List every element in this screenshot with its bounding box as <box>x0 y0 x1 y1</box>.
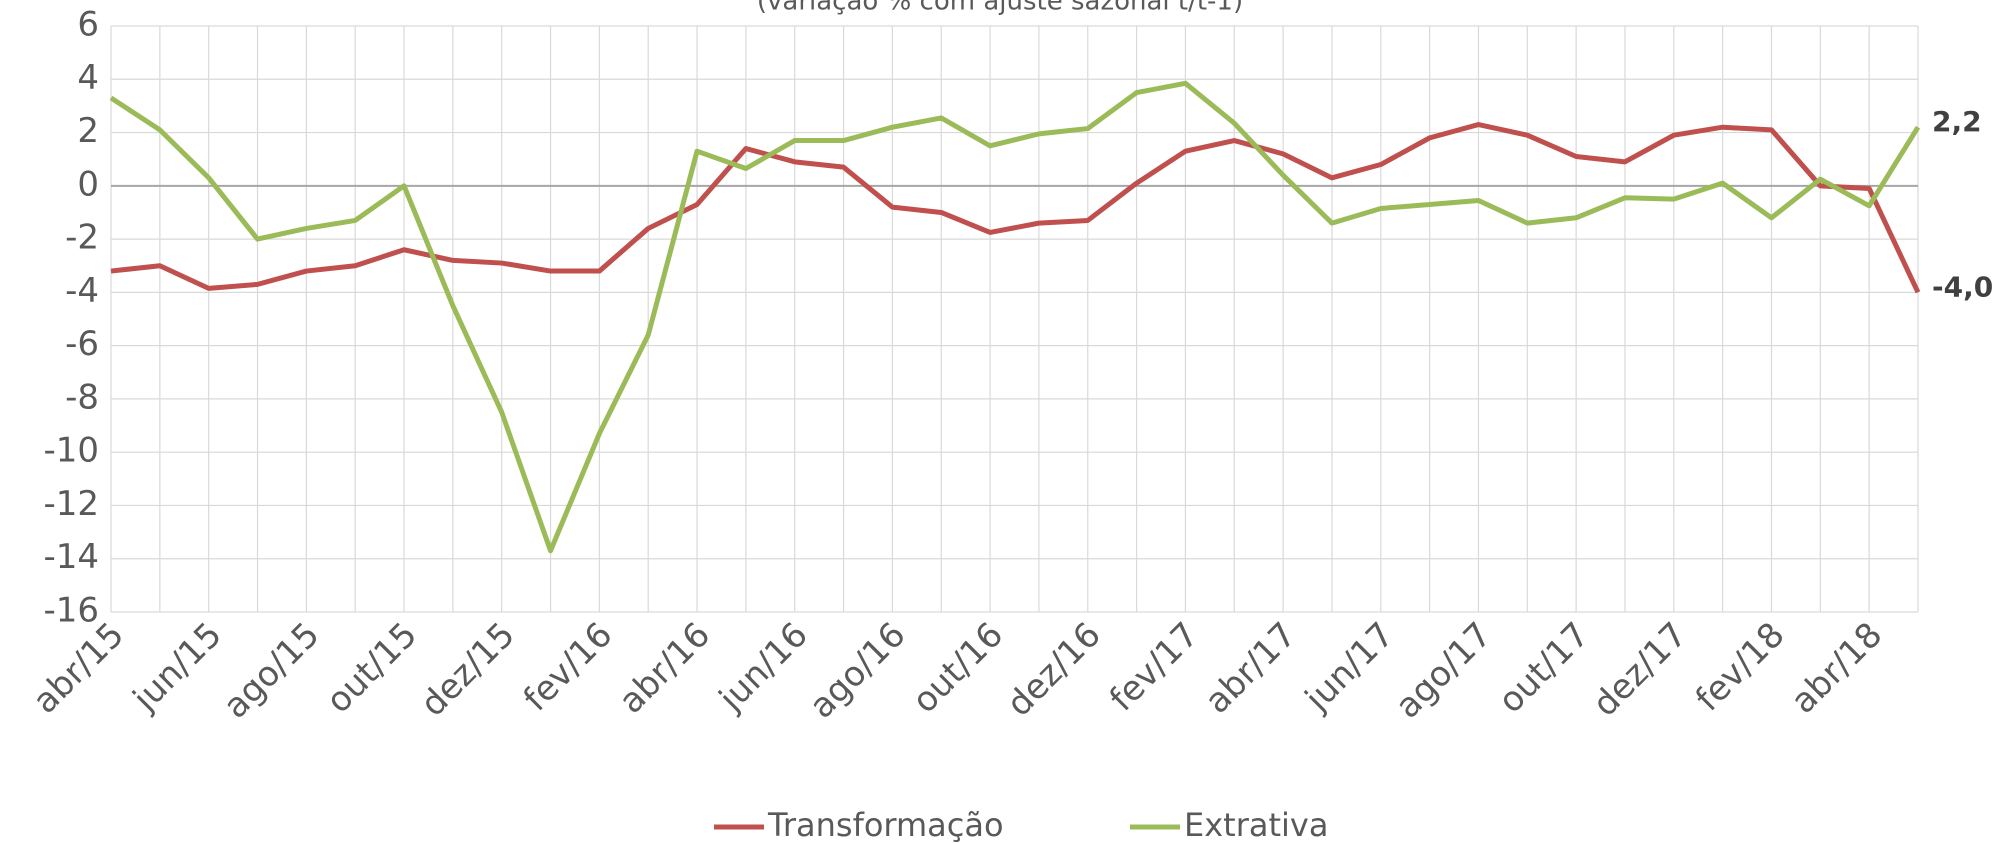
legend-label: Transformação <box>767 806 1004 843</box>
y-tick-label: 6 <box>77 5 99 45</box>
y-tick-label: -12 <box>43 484 99 524</box>
x-tick-label: jun/15 <box>125 615 230 720</box>
x-tick-label: out/16 <box>905 615 1011 721</box>
y-tick-label: -10 <box>43 431 99 471</box>
x-tick-label: out/15 <box>319 615 425 721</box>
y-tick-label: 4 <box>77 58 99 98</box>
x-tick-label: abr/18 <box>1783 615 1890 722</box>
y-tick-label: -8 <box>65 377 99 417</box>
x-tick-label: abr/15 <box>25 615 132 722</box>
y-tick-label: -4 <box>65 271 99 311</box>
x-tick-label: fev/16 <box>516 615 620 719</box>
data-label: 2,2 <box>1932 105 1982 138</box>
y-tick-label: 2 <box>77 111 99 151</box>
x-tick-label: fev/17 <box>1102 615 1206 719</box>
y-tick-label: 0 <box>77 164 99 204</box>
x-tick-label: ago/17 <box>1388 615 1500 727</box>
x-tick-label: fev/18 <box>1688 615 1792 719</box>
series-line <box>110 122 1921 294</box>
x-tick-label: jun/16 <box>711 615 816 720</box>
y-tick-label: -6 <box>65 324 99 364</box>
x-tick-label: dez/15 <box>413 615 523 725</box>
y-tick-label: -2 <box>65 218 99 258</box>
x-tick-label: out/17 <box>1491 615 1597 721</box>
y-tick-label: -16 <box>43 591 99 631</box>
y-tick-label: -14 <box>43 537 99 577</box>
x-tick-label: dez/17 <box>1585 615 1695 725</box>
x-tick-label: abr/17 <box>1197 615 1304 722</box>
chart-title: (variação % com ajuste sazonal t/t-1) <box>757 0 1243 17</box>
data-label: -4,0 <box>1932 270 1993 303</box>
x-tick-label: ago/15 <box>216 615 328 727</box>
x-tick-label: ago/16 <box>802 615 914 727</box>
legend-label: Extrativa <box>1184 806 1328 843</box>
series-line <box>109 80 1921 554</box>
x-tick-label: jun/17 <box>1297 615 1402 720</box>
x-tick-label: abr/16 <box>611 615 718 722</box>
x-tick-label: dez/16 <box>999 615 1109 725</box>
